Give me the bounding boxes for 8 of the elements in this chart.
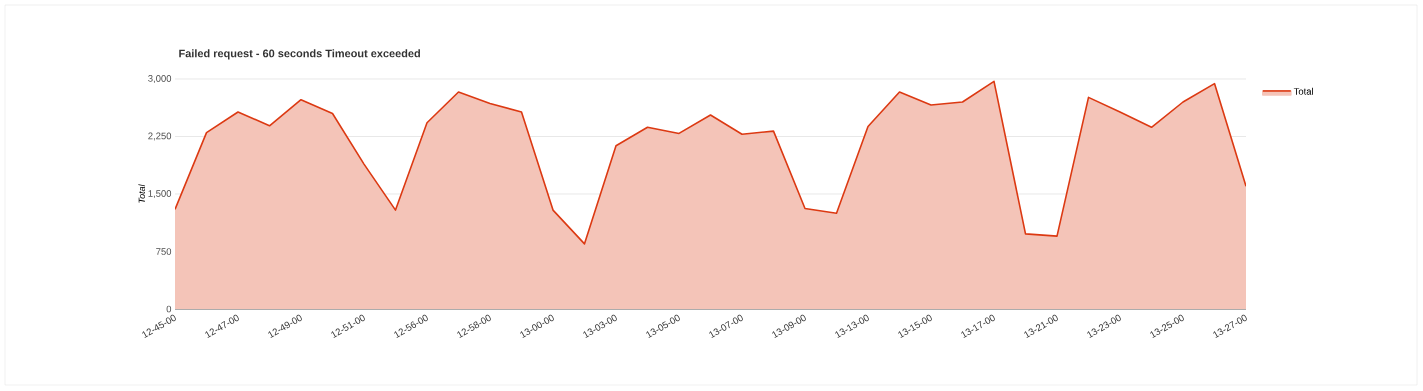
legend-label: Total — [1293, 87, 1313, 95]
chart-title: Failed request - 60 seconds Timeout exceeded — [179, 49, 420, 60]
y-tick-label: 1,500 — [148, 190, 172, 198]
y-axis-title: Total — [138, 184, 145, 203]
y-tick-label: 0 — [166, 305, 172, 313]
y-tick-label: 750 — [156, 248, 172, 255]
y-tick-label: 3,000 — [148, 75, 172, 83]
y-tick-label: 2,250 — [148, 132, 172, 141]
